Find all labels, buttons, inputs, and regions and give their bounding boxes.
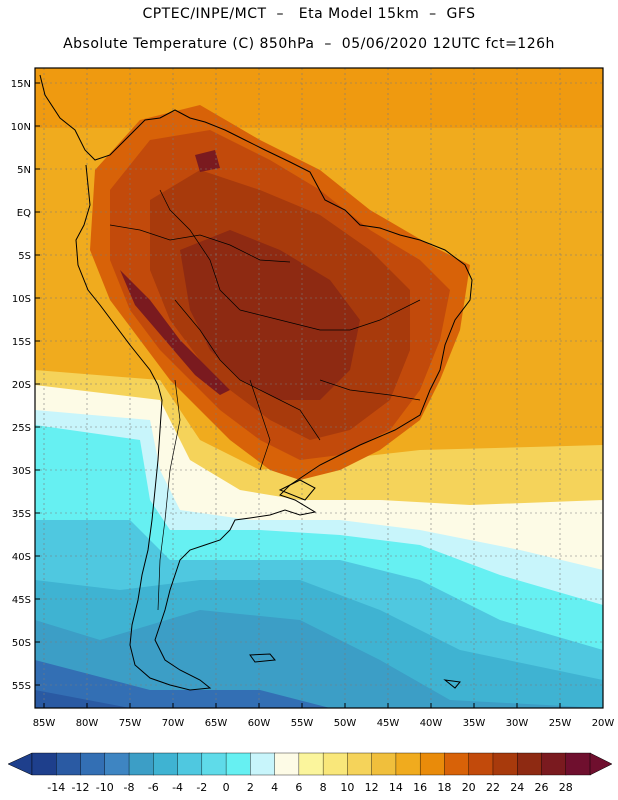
colorbar-swatch — [322, 752, 349, 776]
colorbar-label: 8 — [320, 781, 327, 794]
longitude-axis: 85W 80W 75W 70W 65W 60W 55W 50W 45W 40W 35W 30W 25W 2… — [33, 703, 615, 729]
colorbar: -14 -12 -10 -8 -6 -4 -2 0 2 4 6 8 10 12 14 16 18 20 22 24 26… — [7, 752, 613, 794]
colorbar-swatch — [541, 752, 567, 776]
colorbar-swatch — [395, 752, 421, 776]
lon-label: 80W — [76, 718, 99, 729]
colorbar-label: 20 — [462, 781, 476, 794]
temperature-map: 15N 10N 5N EQ 5S 10S 15S 20S 25S 30S 35S 40S 45S 50S 5… — [11, 67, 615, 729]
country-borders — [109, 189, 421, 611]
coastline — [39, 74, 473, 691]
colorbar-swatch — [298, 752, 324, 776]
colorbar-label: -10 — [96, 781, 114, 794]
lon-label: 30W — [506, 718, 529, 729]
colorbar-label: 10 — [340, 781, 354, 794]
lat-label: EQ — [17, 208, 31, 219]
colorbar-swatch — [347, 752, 373, 776]
colorbar-swatch — [371, 752, 397, 776]
colorbar-label: 12 — [365, 781, 379, 794]
colorbar-label: 24 — [510, 781, 524, 794]
colorbar-label: 2 — [247, 781, 254, 794]
lat-label: 10N — [11, 122, 31, 133]
colorbar-label: 26 — [534, 781, 548, 794]
lon-label: 65W — [205, 718, 228, 729]
colorbar-swatch — [517, 752, 543, 776]
lon-label: 60W — [248, 718, 271, 729]
lat-label: 5N — [17, 165, 31, 176]
colorbar-high-arrow — [589, 752, 613, 776]
colorbar-label: -12 — [72, 781, 90, 794]
lon-label: 70W — [162, 718, 185, 729]
colorbar-low-arrow — [7, 752, 33, 776]
colorbar-swatch — [128, 752, 155, 776]
lat-label: 15S — [12, 337, 31, 348]
colorbar-swatch — [250, 752, 276, 776]
lon-label: 20W — [592, 718, 615, 729]
lon-label: 75W — [119, 718, 142, 729]
colorbar-swatch — [56, 752, 82, 776]
colorbar-label: -4 — [172, 781, 183, 794]
colorbar-label: 14 — [389, 781, 403, 794]
lat-label: 25S — [12, 423, 31, 434]
colorbar-label: 22 — [486, 781, 500, 794]
lat-label: 45S — [12, 595, 31, 606]
latitude-axis: 15N 10N 5N EQ 5S 10S 15S 20S 25S 30S 35S 40S 45S 50S 5… — [11, 79, 40, 692]
lon-label: 40W — [420, 718, 443, 729]
lat-label: 5S — [18, 251, 31, 262]
colorbar-swatch — [492, 752, 518, 776]
lon-label: 50W — [334, 718, 357, 729]
colorbar-swatch — [201, 752, 227, 776]
colorbar-swatch — [274, 752, 300, 776]
colorbar-label: 4 — [271, 781, 278, 794]
colorbar-swatch — [444, 752, 470, 776]
map-title-line-1: CPTEC/INPE/MCT – Eta Model 15km – GFS — [142, 6, 476, 22]
lon-label: 55W — [291, 718, 314, 729]
lat-label: 30S — [12, 466, 31, 477]
colorbar-label: 18 — [437, 781, 451, 794]
colorbar-swatch — [225, 752, 252, 776]
colorbar-label: -2 — [196, 781, 207, 794]
map-title-line-2: Absolute Temperature (C) 850hPa – 05/06/… — [63, 36, 555, 52]
lat-label: 35S — [12, 509, 31, 520]
colorbar-swatch — [80, 752, 106, 776]
colorbar-swatch — [565, 752, 591, 776]
lon-label: 45W — [377, 718, 400, 729]
map-frame — [34, 67, 604, 709]
lon-label: 25W — [549, 718, 572, 729]
colorbar-swatch — [31, 752, 57, 776]
colorbar-swatch — [153, 752, 179, 776]
colorbar-label: -14 — [47, 781, 65, 794]
colorbar-label: 16 — [413, 781, 427, 794]
colorbar-label: 0 — [223, 781, 230, 794]
colorbar-swatch — [468, 752, 494, 776]
lat-label: 20S — [12, 380, 31, 391]
lon-label: 35W — [463, 718, 486, 729]
temperature-field — [35, 68, 603, 708]
colorbar-label: 6 — [295, 781, 302, 794]
colorbar-swatch — [104, 752, 130, 776]
colorbar-label: -6 — [148, 781, 159, 794]
lat-label: 55S — [12, 681, 31, 692]
lat-label: 15N — [11, 79, 31, 90]
lat-label: 50S — [12, 638, 31, 649]
colorbar-label: -8 — [124, 781, 135, 794]
colorbar-swatch — [419, 752, 446, 776]
lat-label: 40S — [12, 552, 31, 563]
colorbar-label: 28 — [559, 781, 573, 794]
lon-label: 85W — [33, 718, 56, 729]
colorbar-swatch — [177, 752, 203, 776]
lat-label: 10S — [12, 294, 31, 305]
